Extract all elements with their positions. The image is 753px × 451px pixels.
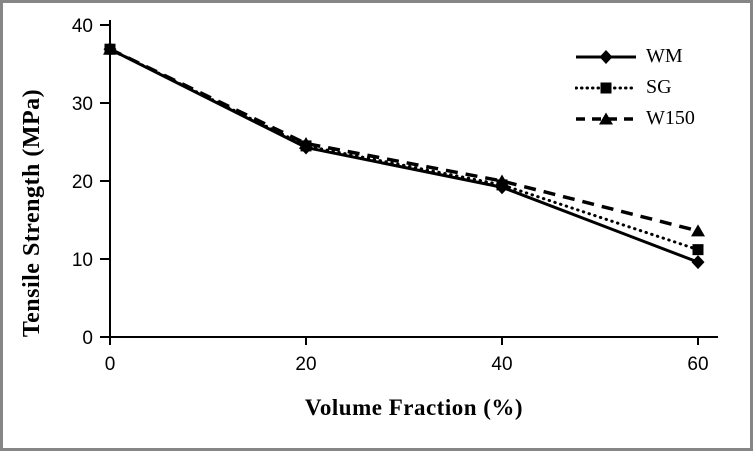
svg-text:0: 0 [105,354,116,375]
legend-line-sample-sg [575,82,637,93]
legend-line-sample-w150 [576,112,636,124]
y-axis-title: Tensile Strength (MPa) [19,88,45,338]
svg-text:30: 30 [72,94,93,115]
legend: WM SG W150 [575,41,695,134]
svg-text:10: 10 [72,250,93,271]
legend-label-w150: W150 [646,107,695,129]
legend-label-wm: WM [646,45,683,67]
svg-text:20: 20 [295,354,316,375]
legend-item-sg: SG [575,72,695,103]
legend-label-sg: SG [646,76,672,98]
x-axis-title: Volume Fraction (%) [304,395,524,420]
legend-line-sample-wm [576,49,636,64]
svg-text:20: 20 [72,172,93,193]
svg-text:40: 40 [72,16,93,37]
svg-text:0: 0 [82,328,93,349]
svg-text:40: 40 [491,354,512,375]
svg-text:60: 60 [687,354,708,375]
legend-item-w150: W150 [575,103,695,134]
legend-item-wm: WM [575,41,695,72]
